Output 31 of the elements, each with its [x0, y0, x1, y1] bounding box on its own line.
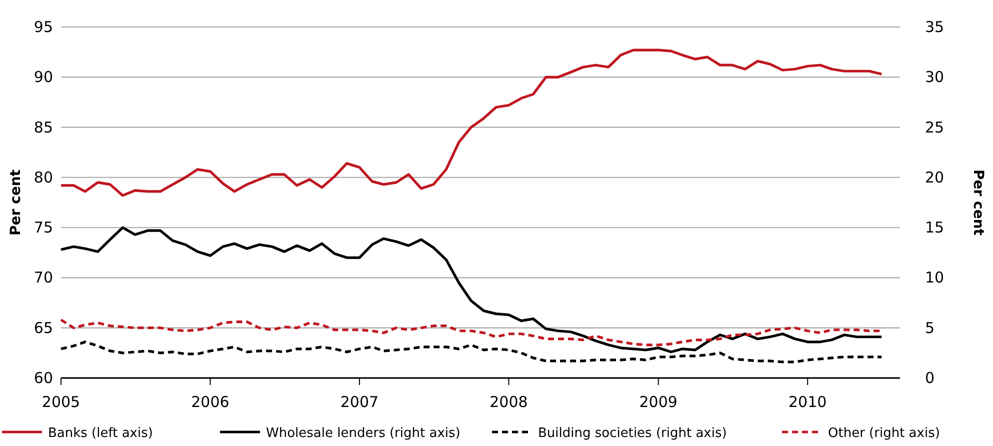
y-tick-label: 60 — [34, 369, 53, 387]
legend-label: Banks (left axis) — [48, 426, 153, 441]
legend-label: Other (right axis) — [828, 426, 940, 441]
x-tick-label: 2006 — [191, 393, 230, 411]
y2-axis-title: Per cent — [970, 170, 986, 236]
line-series — [60, 48, 883, 197]
y2-tick-label: 0 — [925, 369, 935, 387]
y-axis-title: Per cent — [8, 169, 24, 236]
line-series — [60, 340, 883, 364]
y2-tick-label: 35 — [925, 18, 944, 36]
y2-tick-label: 15 — [925, 218, 944, 237]
y2-tick-label: 10 — [925, 268, 944, 287]
legend-label: Wholesale lenders (right axis) — [266, 426, 460, 441]
x-tick-label: 2009 — [639, 393, 678, 411]
y-tick-label: 95 — [34, 18, 53, 36]
x-tick-label: 2010 — [788, 393, 827, 411]
y-tick-label: 75 — [34, 218, 53, 237]
y2-tick-label: 20 — [925, 168, 944, 186]
line-series — [60, 226, 883, 354]
x-tick-label: 2005 — [42, 393, 80, 411]
y-tick-label: 65 — [34, 318, 53, 337]
y2-tick-label: 30 — [925, 68, 944, 86]
y-tick-label: 80 — [34, 168, 53, 186]
y2-tick-label: 25 — [925, 118, 944, 136]
y-tick-label: 85 — [34, 118, 53, 136]
y2-tick-label: 5 — [925, 318, 935, 337]
y-tick-label: 90 — [34, 68, 53, 86]
x-tick-label: 2008 — [490, 393, 528, 411]
y-tick-label: 70 — [34, 268, 53, 287]
x-tick-label: 2007 — [340, 393, 379, 411]
legend-label: Building societies (right axis) — [538, 426, 727, 441]
